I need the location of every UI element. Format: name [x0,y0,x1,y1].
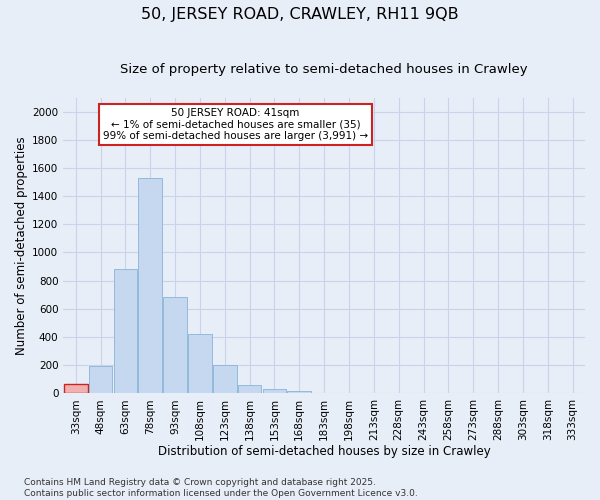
Text: Contains HM Land Registry data © Crown copyright and database right 2025.
Contai: Contains HM Land Registry data © Crown c… [24,478,418,498]
Bar [287,391,311,394]
Bar [113,270,137,394]
Text: 50 JERSEY ROAD: 41sqm
← 1% of semi-detached houses are smaller (35)
99% of semi-: 50 JERSEY ROAD: 41sqm ← 1% of semi-detac… [103,108,368,141]
Bar [89,366,112,394]
Bar [163,297,187,394]
Bar [313,392,336,394]
Bar [337,392,361,394]
Bar [263,389,286,394]
Bar [188,334,212,394]
Y-axis label: Number of semi-detached properties: Number of semi-detached properties [15,136,28,354]
Bar [139,178,162,394]
X-axis label: Distribution of semi-detached houses by size in Crawley: Distribution of semi-detached houses by … [158,444,491,458]
Bar [213,365,236,394]
Bar [238,385,262,394]
Text: 50, JERSEY ROAD, CRAWLEY, RH11 9QB: 50, JERSEY ROAD, CRAWLEY, RH11 9QB [141,8,459,22]
Title: Size of property relative to semi-detached houses in Crawley: Size of property relative to semi-detach… [121,62,528,76]
Bar [64,384,88,394]
